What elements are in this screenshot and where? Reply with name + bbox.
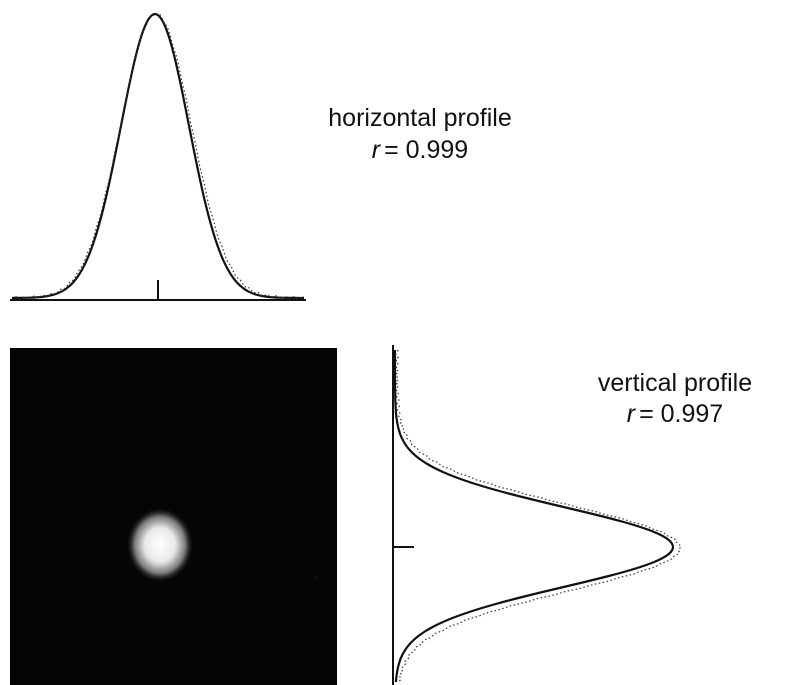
speck <box>316 577 319 580</box>
page: horizontal profile r= 0.999 vertical pro… <box>0 0 791 685</box>
v-profile-label: vertical profile <box>598 369 752 397</box>
h-profile-label: horizontal profile <box>328 104 511 132</box>
v-profile-r: r= 0.997 <box>627 400 723 428</box>
h-r-value: = 0.999 <box>384 136 468 164</box>
light-spot <box>126 507 194 583</box>
v-r-value: = 0.997 <box>639 400 723 428</box>
figure: horizontal profile r= 0.999 vertical pro… <box>0 0 791 685</box>
h-profile-r: r= 0.999 <box>372 136 468 164</box>
